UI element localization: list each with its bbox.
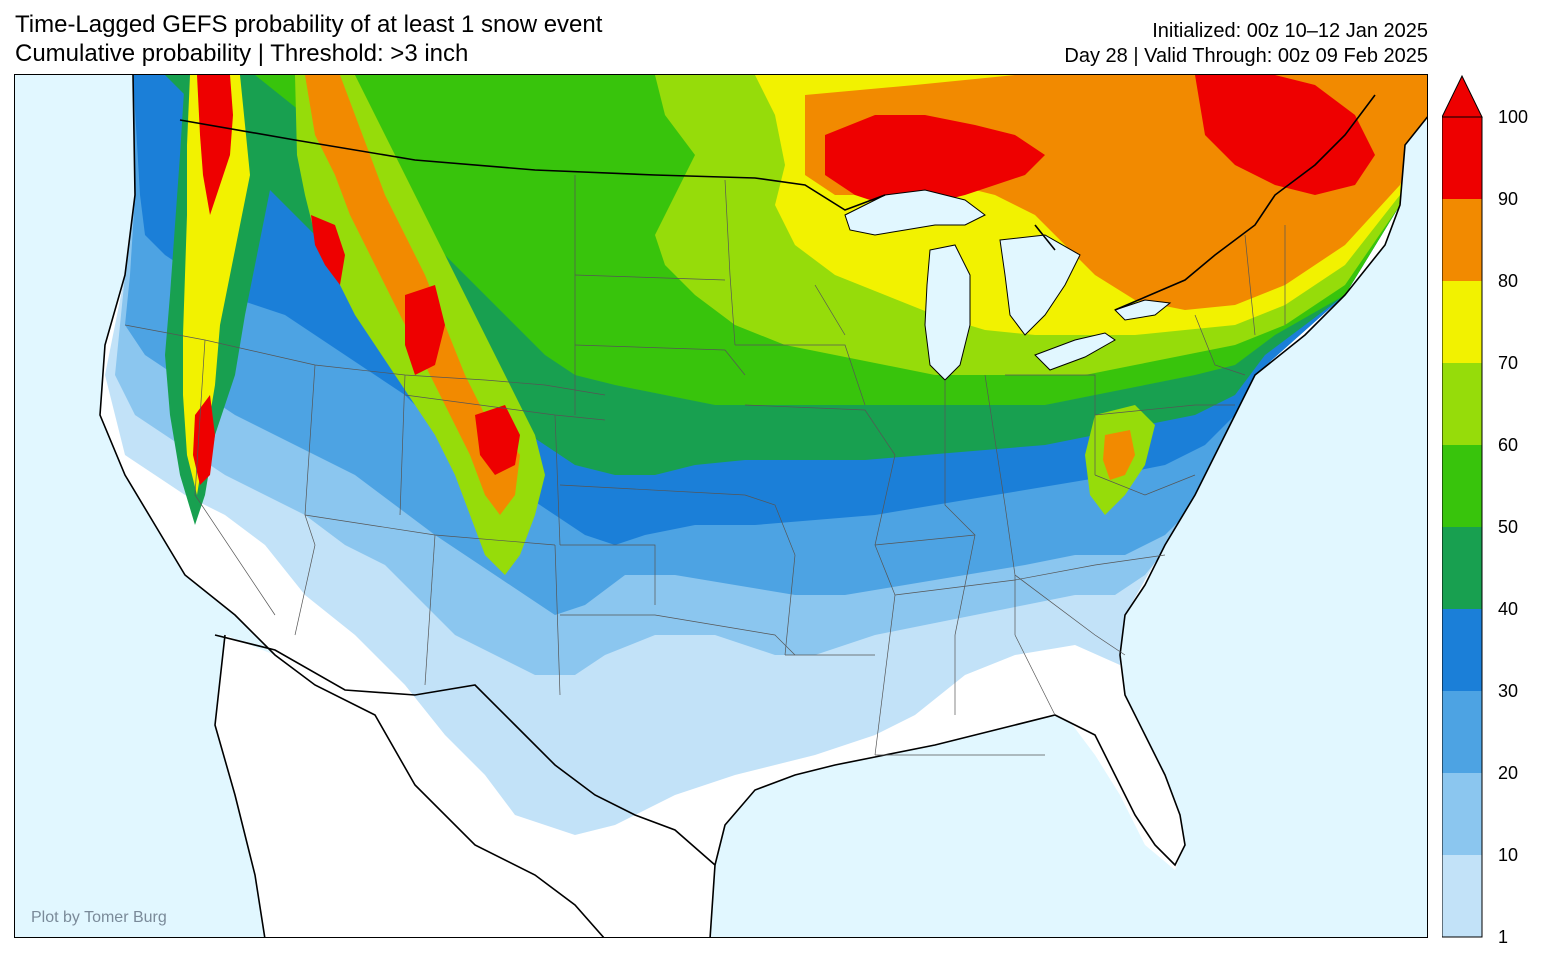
state-line: [194, 339, 276, 616]
lake-michigan: [924, 244, 971, 381]
state-line: [574, 344, 746, 376]
probability-contours: [105, 75, 1427, 835]
contour-west-90: [197, 75, 233, 215]
state-line: [559, 484, 746, 496]
contour-west-70: [183, 75, 250, 495]
colorbar-tick-label: 60: [1498, 435, 1519, 455]
colorbar-swatch-10: [1442, 773, 1482, 855]
state-line: [554, 544, 561, 696]
state-borders: [124, 175, 1286, 756]
state-line: [944, 380, 976, 636]
us-canada-border: [179, 94, 1376, 311]
colorbar-tick-label: 40: [1498, 599, 1519, 619]
title-line-1: Time-Lagged GEFS probability of at least…: [15, 11, 603, 38]
state-line: [1005, 374, 1096, 475]
colorbar-tick-label: 70: [1498, 353, 1519, 373]
lake-ontario: [1114, 299, 1172, 321]
state-line: [560, 544, 656, 605]
colorbar-svg: [1441, 74, 1483, 938]
state-line: [744, 494, 796, 656]
colorbar-swatch-60: [1442, 363, 1482, 445]
colorbar-swatch-70: [1442, 281, 1482, 363]
colorbar-swatch-50: [1442, 445, 1482, 527]
state-line: [1194, 314, 1246, 376]
state-line: [894, 554, 1166, 596]
lake-erie: [1034, 332, 1116, 371]
baja-coastline: [214, 634, 266, 937]
colorbar-tick-label: 80: [1498, 271, 1519, 291]
title-line-2: Cumulative probability | Threshold: >3 i…: [15, 40, 469, 67]
initialized-text: Initialized: 00z 10–12 Jan 2025: [1152, 20, 1428, 42]
contour-90: [825, 115, 1045, 205]
contour-rockies-90-b: [405, 285, 445, 375]
colorbar-tick-label: 30: [1498, 681, 1519, 701]
colorbar-swatch-40: [1442, 527, 1482, 609]
credit-text: Plot by Tomer Burg: [31, 909, 167, 926]
state-line: [814, 284, 846, 336]
state-line: [560, 614, 796, 656]
contour-rockies-90-c: [475, 405, 520, 475]
florida-land: [1065, 695, 1185, 870]
map-canvas: [99, 75, 1427, 937]
colorbar-legend: 1 10 20 30 40 50 60 70 80 90 100: [1441, 74, 1542, 947]
state-line: [574, 274, 726, 281]
colorbar-swatch-80: [1442, 199, 1482, 281]
state-line: [1014, 574, 1126, 656]
us-mexico-border: [214, 634, 716, 866]
lake-huron: [999, 234, 1081, 336]
state-line: [294, 364, 316, 636]
colorbar-tick-label: 90: [1498, 189, 1519, 209]
colorbar-tick-label: 10: [1498, 845, 1519, 865]
state-line: [1094, 404, 1235, 416]
colorbar-tick-label: 20: [1498, 763, 1519, 783]
state-line: [874, 534, 976, 546]
colorbar-swatch-20: [1442, 691, 1482, 773]
state-line: [399, 374, 406, 516]
colorbar-swatches: [1441, 116, 1483, 938]
state-line: [1094, 474, 1196, 496]
mexico-land: [215, 635, 604, 937]
state-line: [724, 179, 736, 346]
contour-west-90-b: [193, 395, 215, 485]
state-line: [984, 374, 1016, 635]
contour-rockies-90: [311, 215, 345, 285]
coastline: [99, 75, 1427, 937]
state-line: [744, 404, 896, 456]
contour-90-b: [1195, 75, 1375, 195]
colorbar-swatch-30: [1442, 609, 1482, 691]
state-line: [1244, 234, 1256, 336]
state-line: [554, 414, 561, 546]
contour-appalachian-80: [1103, 430, 1135, 480]
colorbar-swatch-90: [1442, 117, 1482, 199]
valid-through-text: Day 28 | Valid Through: 00z 09 Feb 2025: [1064, 45, 1428, 67]
colorbar-tick-label: 50: [1498, 517, 1519, 537]
colorbar-tick-label: 100: [1498, 107, 1529, 127]
colorbar-swatch-1: [1442, 855, 1482, 937]
colorbar-tick-label: 1: [1498, 927, 1509, 947]
map-title: Time-Lagged GEFS probability of at least…: [15, 10, 602, 68]
state-line: [1014, 634, 1056, 716]
run-info: Initialized: 00z 10–12 Jan 2025 Day 28 |…: [1064, 19, 1428, 69]
lake-superior: [844, 189, 986, 236]
colorbar-extend-arrow: [1441, 74, 1483, 118]
state-line: [424, 534, 436, 686]
state-line: [735, 344, 866, 406]
snow-probability-map: Plot by Tomer Burg: [14, 74, 1428, 938]
